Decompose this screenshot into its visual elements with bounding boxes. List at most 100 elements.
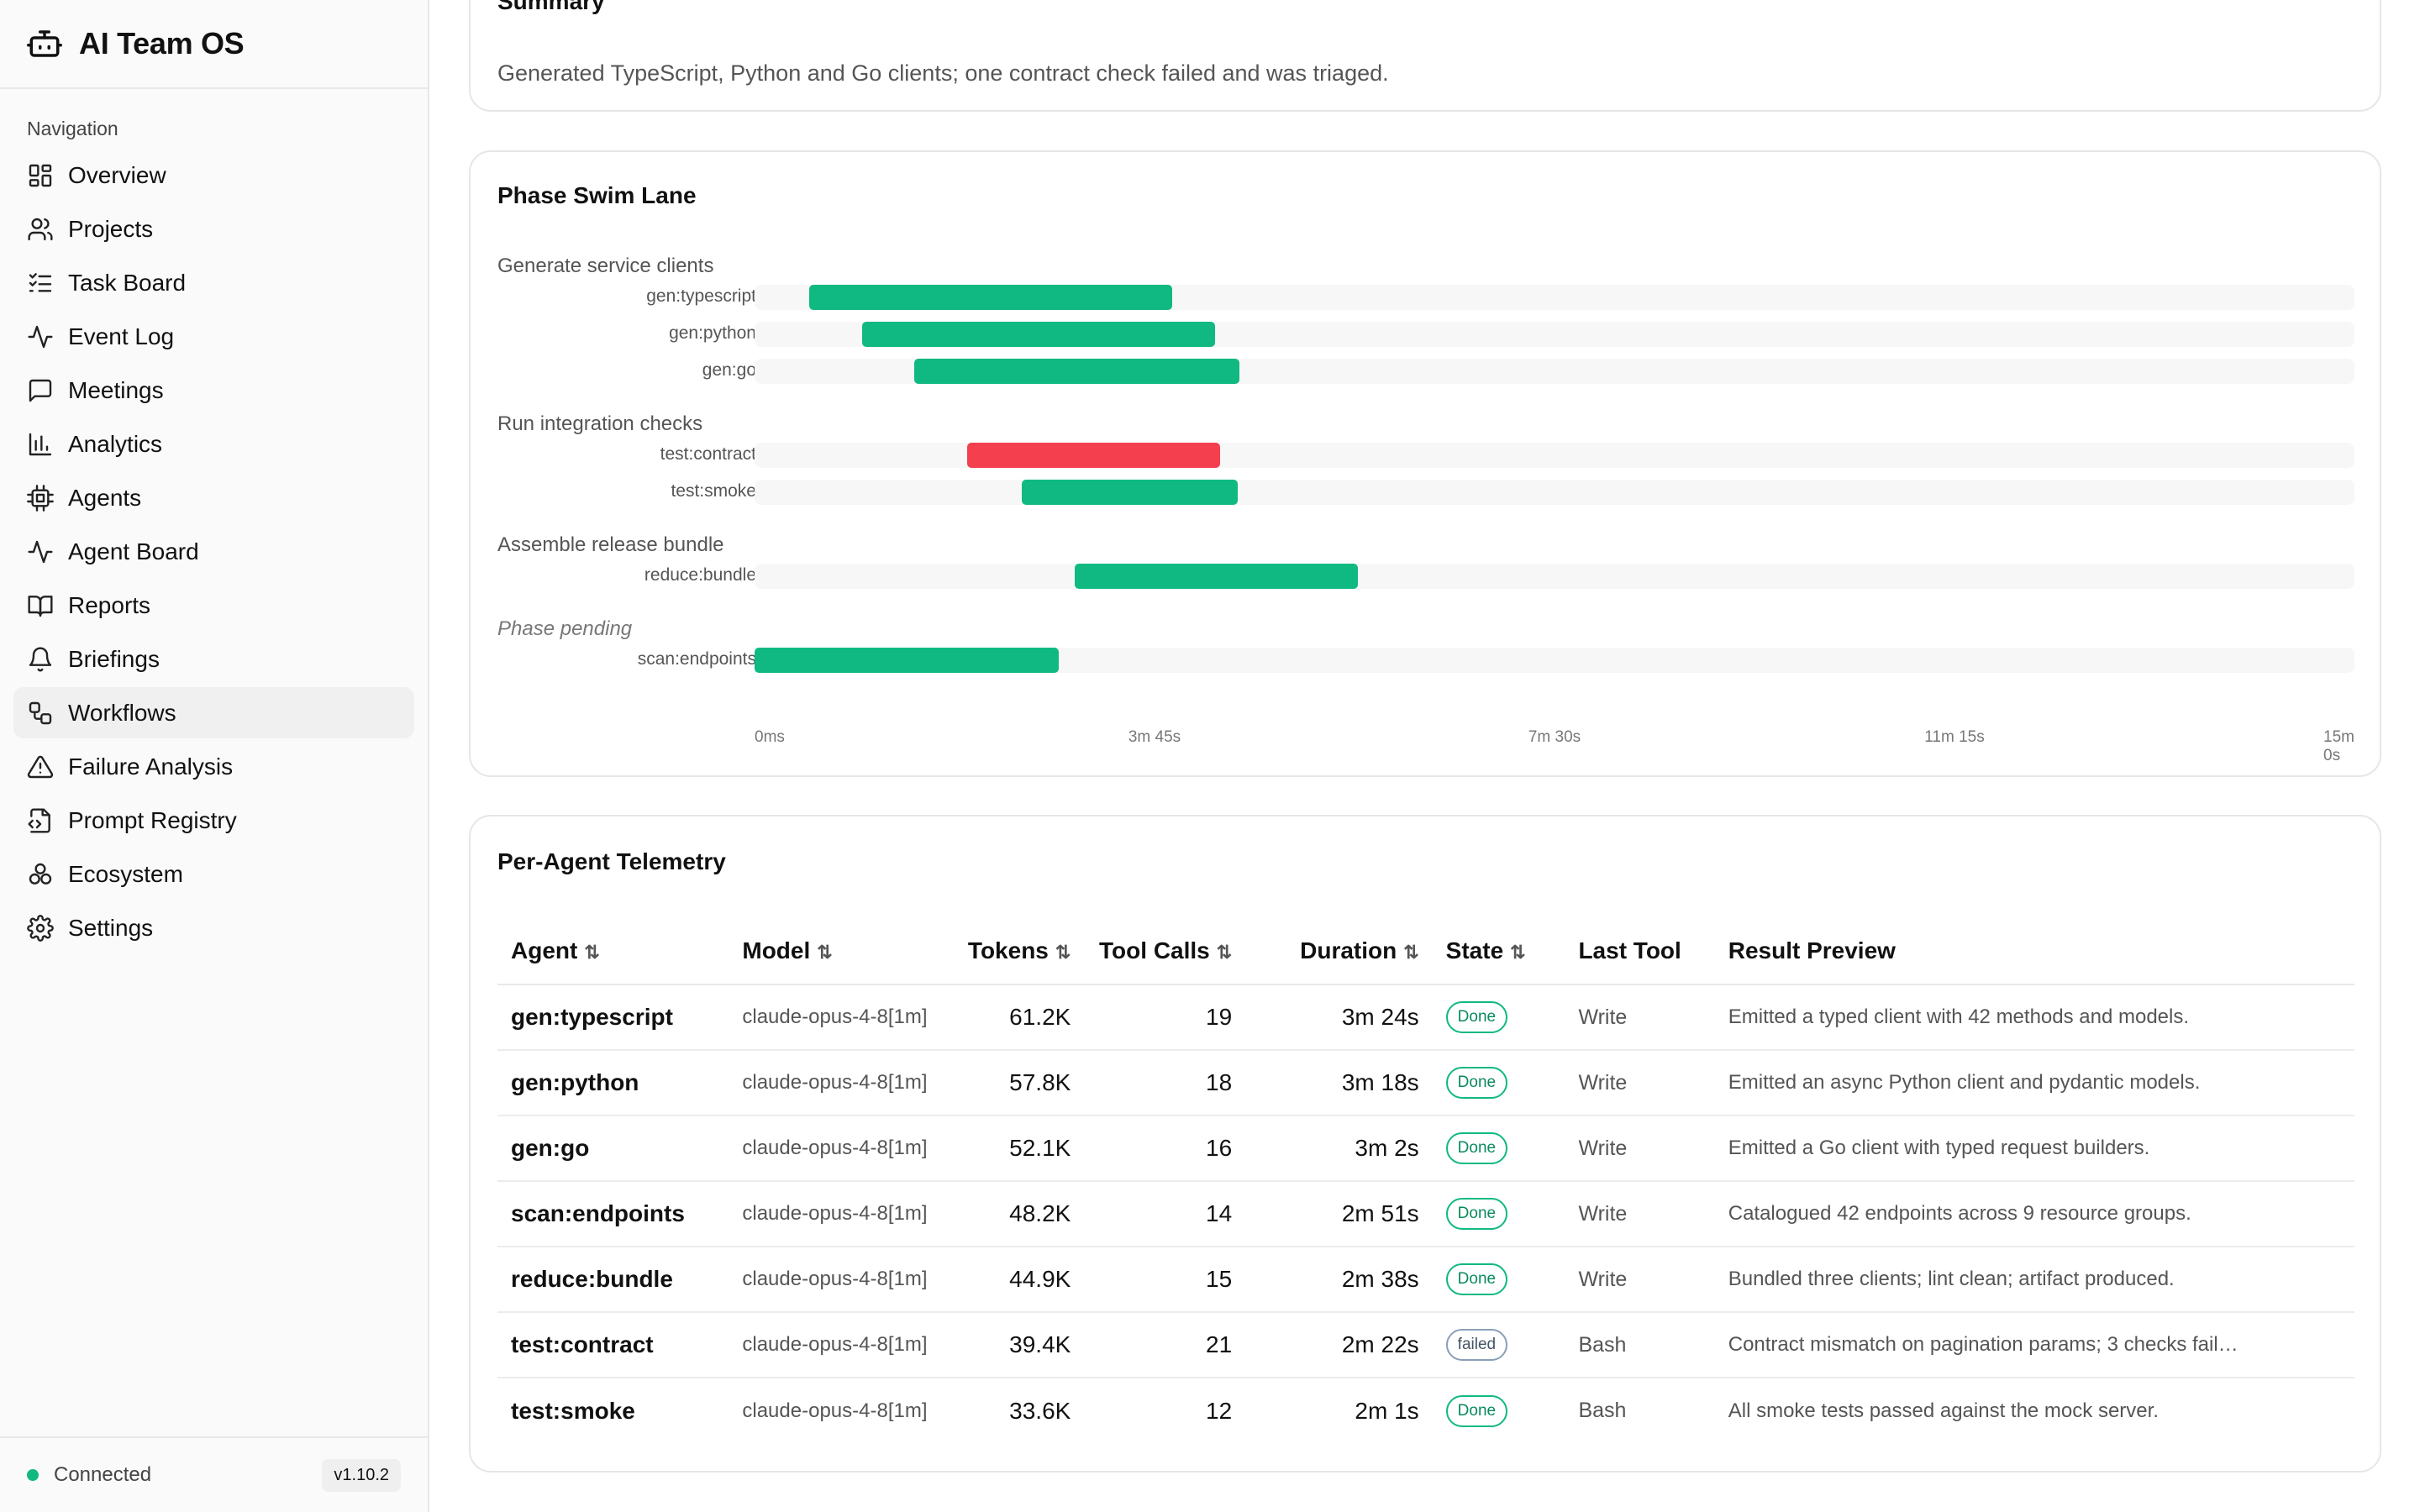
column-header-result-preview: Result Preview <box>1714 917 2354 985</box>
cell-state: failed <box>1432 1312 1565 1378</box>
lane-bar-gen-typescript[interactable] <box>808 285 1172 310</box>
column-header-model[interactable]: Model ⇅ <box>729 917 941 985</box>
lane-track <box>755 322 2354 347</box>
swimlane-title: Phase Swim Lane <box>497 182 697 208</box>
table-row[interactable]: test:contract claude-opus-4-8[1m] 39.4K 21 2… <box>497 1312 2354 1378</box>
connection-status: Connected v1.10.2 <box>0 1436 428 1512</box>
cell-last-tool: Bash <box>1578 1399 1627 1422</box>
sidebar-item-agent-board[interactable]: Agent Board <box>13 526 414 577</box>
cell-tool-calls: 16 <box>1084 1116 1246 1182</box>
nav-list: Overview Projects Task Board Event Log Meeti… <box>0 150 428 953</box>
lane-bar-gen-python[interactable] <box>861 322 1216 347</box>
column-header-label: Tokens <box>967 937 1049 963</box>
book-icon <box>28 595 53 617</box>
table-row[interactable]: test:smoke claude-opus-4-8[1m] 33.6K 12 2m 1… <box>497 1378 2354 1443</box>
sort-icon[interactable]: ⇅ <box>1216 941 1233 963</box>
sidebar-item-briefings[interactable]: Briefings <box>13 633 414 685</box>
sidebar-item-label: Prompt Registry <box>68 806 237 833</box>
table-row[interactable]: gen:typescript claude-opus-4-8[1m] 61.2K 19… <box>497 984 2354 1051</box>
table-row[interactable]: reduce:bundle claude-opus-4-8[1m] 44.9K 15 2… <box>497 1247 2354 1313</box>
sidebar-item-label: Failure Analysis <box>68 753 234 780</box>
column-header-label: State <box>1445 937 1504 963</box>
lane-row-label: test:smoke <box>671 481 756 501</box>
sort-icon[interactable]: ⇅ <box>1055 941 1071 963</box>
sidebar-item-ecosystem[interactable]: Ecosystem <box>13 848 414 900</box>
sidebar-item-task-board[interactable]: Task Board <box>13 257 414 308</box>
table-row[interactable]: scan:endpoints claude-opus-4-8[1m] 48.2K 14… <box>497 1181 2354 1247</box>
swimlane-chart: Generate service clients gen:typescript ge… <box>471 152 2380 775</box>
status-text: Connected <box>54 1463 152 1486</box>
sidebar-item-label: Meetings <box>68 376 164 403</box>
column-header-tool-calls[interactable]: Tool Calls ⇅ <box>1084 917 1246 985</box>
sidebar-item-workflows[interactable]: Workflows <box>13 687 414 738</box>
sidebar-item-settings[interactable]: Settings <box>13 902 414 953</box>
cell-state: Done <box>1432 1247 1565 1313</box>
nav-section-label: Navigation <box>27 118 118 139</box>
cell-preview: Emitted a typed client with 42 methods a… <box>1714 984 2354 1051</box>
lane-bar-test-contract[interactable] <box>967 443 1221 468</box>
swimlane-card: Phase Swim Lane Generate service clients… <box>469 150 2381 777</box>
sidebar-item-analytics[interactable]: Analytics <box>13 418 414 470</box>
cell-agent: test:smoke <box>511 1397 635 1424</box>
axis-tick-label: 0ms <box>755 728 785 746</box>
cell-agent: scan:endpoints <box>497 1181 729 1247</box>
cell-last-tool: Write <box>1565 984 1715 1051</box>
sort-icon[interactable]: ⇅ <box>1510 941 1526 963</box>
column-header-duration[interactable]: Duration ⇅ <box>1245 917 1433 985</box>
table-row[interactable]: gen:go claude-opus-4-8[1m] 52.1K 16 3m 2s Don… <box>497 1116 2354 1182</box>
lane-bar-test-smoke[interactable] <box>1021 480 1238 505</box>
sidebar-item-prompt-registry[interactable]: Prompt Registry <box>13 795 414 846</box>
status-dot <box>27 1469 39 1481</box>
sidebar-item-label: Task Board <box>68 269 187 296</box>
sidebar: AI Team OS Navigation Overview Projects Ta… <box>0 0 429 1512</box>
sort-icon[interactable]: ⇅ <box>584 941 600 963</box>
cell-model: claude-opus-4-8[1m] <box>729 1247 941 1313</box>
lane-track <box>755 564 2354 589</box>
sort-icon[interactable]: ⇅ <box>817 941 833 963</box>
lane-row-label: gen:go <box>702 360 756 380</box>
sidebar-item-event-log[interactable]: Event Log <box>13 311 414 362</box>
activity-icon <box>28 540 53 563</box>
sidebar-item-meetings[interactable]: Meetings <box>13 365 414 416</box>
cell-agent: gen:go <box>497 1116 729 1182</box>
cell-last-tool: Write <box>1565 1247 1715 1313</box>
cell-model: claude-opus-4-8[1m] <box>729 1116 941 1182</box>
column-header-label: Result Preview <box>1728 937 1896 963</box>
brand[interactable]: AI Team OS <box>0 0 428 89</box>
sidebar-item-agents[interactable]: Agents <box>13 472 414 523</box>
sidebar-item-projects[interactable]: Projects <box>13 203 414 255</box>
cell-last-tool: Write <box>1565 1050 1715 1116</box>
sidebar-item-failure-analysis[interactable]: Failure Analysis <box>13 741 414 792</box>
sort-icon[interactable]: ⇅ <box>1403 941 1419 963</box>
column-header-tokens[interactable]: Tokens ⇅ <box>940 917 1085 985</box>
lane-bar-scan-endpoints[interactable] <box>755 648 1059 673</box>
cell-tool-calls: 15 <box>1084 1247 1246 1313</box>
column-header-agent[interactable]: Agent ⇅ <box>497 917 729 985</box>
cell-duration: 2m 1s <box>1355 1397 1419 1424</box>
lane-bar-gen-go[interactable] <box>914 359 1239 384</box>
sidebar-item-reports[interactable]: Reports <box>13 580 414 631</box>
status-badge: Done <box>1445 1263 1508 1295</box>
column-header-state[interactable]: State ⇅ <box>1432 917 1565 985</box>
cell-last-tool: Write <box>1565 1181 1715 1247</box>
phase-label: Run integration checks <box>497 412 703 435</box>
cell-preview: Emitted an async Python client and pydan… <box>1714 1050 2354 1116</box>
sidebar-item-overview[interactable]: Overview <box>13 150 414 201</box>
column-header-label: Last Tool <box>1578 937 1681 963</box>
bot-icon <box>27 30 62 57</box>
sidebar-item-label: Event Log <box>68 323 175 349</box>
cell-state: Done <box>1432 1181 1565 1247</box>
cell-agent: reduce:bundle <box>497 1247 729 1313</box>
column-header-label: Duration <box>1300 937 1397 963</box>
column-header-last-tool: Last Tool <box>1565 917 1715 985</box>
table-row[interactable]: gen:python claude-opus-4-8[1m] 57.8K 18 3m 1… <box>497 1050 2354 1116</box>
boxes-icon <box>29 863 52 885</box>
cell-last-tool: Bash <box>1565 1312 1715 1378</box>
summary-text: Generated TypeScript, Python and Go clie… <box>497 60 1389 86</box>
file-code-icon <box>28 807 50 833</box>
lane-track <box>755 285 2354 310</box>
lane-bar-reduce-bundle[interactable] <box>1074 564 1358 589</box>
status-badge: Done <box>1445 1198 1508 1230</box>
cell-preview: Catalogued 42 endpoints across 9 resourc… <box>1714 1181 2354 1247</box>
bar-chart-icon <box>29 433 52 455</box>
